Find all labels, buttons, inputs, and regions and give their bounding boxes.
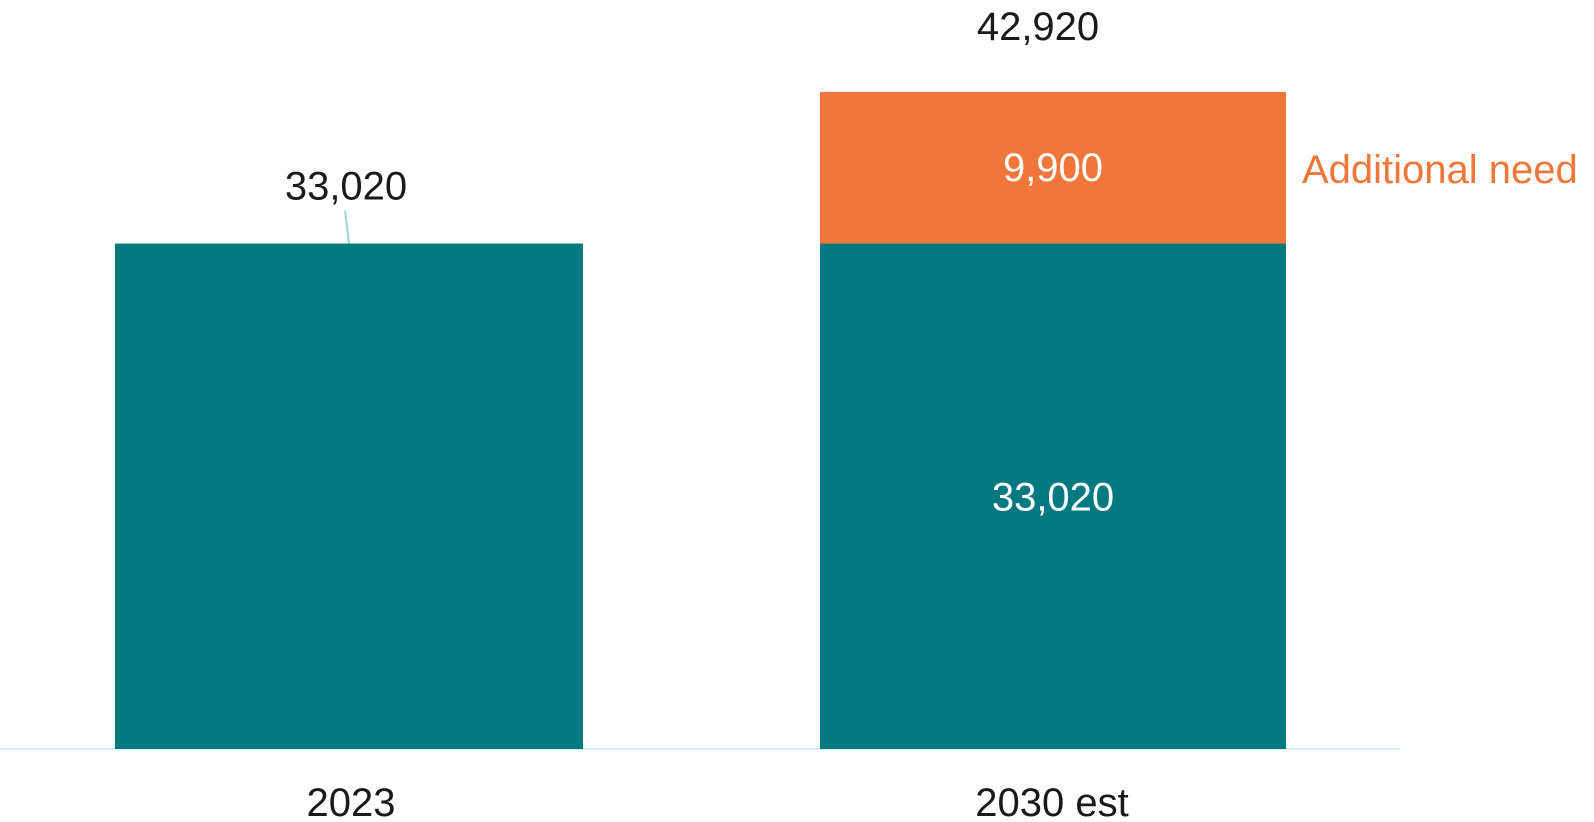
bar-2023-base	[115, 243, 583, 749]
bar-2030-additional	[820, 92, 1286, 244]
series-label-additional-need: Additional need	[1302, 148, 1578, 192]
x-tick-label-2030-est: 2030 est	[975, 781, 1128, 822]
x-tick-label-2023: 2023	[307, 781, 396, 822]
data-label-2023-base: 33,020	[285, 165, 407, 209]
data-label-2030-base: 33,020	[992, 475, 1114, 519]
bar-2030-base	[820, 243, 1286, 749]
total-label-2030: 42,920	[977, 5, 1099, 49]
leader-line-2023	[344, 210, 350, 244]
data-label-2030-additional: 9,900	[1003, 146, 1103, 190]
